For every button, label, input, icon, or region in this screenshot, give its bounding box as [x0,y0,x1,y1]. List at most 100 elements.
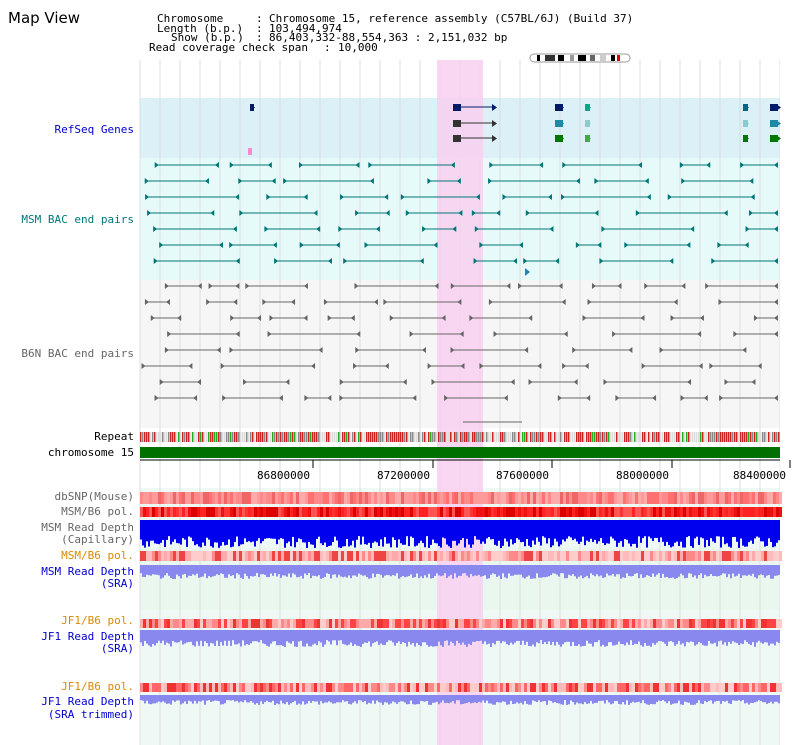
b6n-bac-pair-end[interactable] [216,347,221,353]
msm-bac-pair-end[interactable] [214,162,219,168]
msm-bac-pair-end[interactable] [144,178,149,184]
b6n-bac-pair-end[interactable] [718,299,723,305]
msm-bac-pair-end[interactable] [145,194,150,200]
b6n-bac-pair-end[interactable] [235,331,240,337]
refseq-gene-arrow[interactable] [776,104,781,111]
b6n-bac-pair-end[interactable] [457,299,462,305]
msm-bac-pair-end[interactable] [774,210,778,216]
b6n-bac-pair-end[interactable] [493,331,498,337]
refseq-gene-exon[interactable] [453,120,461,127]
msm-bac-pair-end[interactable] [748,210,753,216]
msm-bac-pair-end[interactable] [299,242,304,248]
msm-bac-pair-end[interactable] [599,258,604,264]
msm-bac-pair-end[interactable] [644,178,649,184]
msm-bac-pair-end[interactable] [153,258,158,264]
b6n-bac-pair-end[interactable] [450,283,455,289]
msm-bac-pair-end[interactable] [313,210,318,216]
b6n-bac-pair-end[interactable] [659,347,664,353]
b6n-bac-pair-end[interactable] [318,347,323,353]
b6n-bac-pair-end[interactable] [557,395,562,401]
b6n-bac-pair-end[interactable] [150,315,155,321]
b6n-bac-pair-end[interactable] [278,395,283,401]
b6n-bac-pair-end[interactable] [154,395,159,401]
msm-bac-pair-end[interactable] [635,210,640,216]
msm-bac-pair-end[interactable] [400,194,405,200]
b6n-bac-pair-end[interactable] [327,315,332,321]
b6n-bac-pair-end[interactable] [582,315,587,321]
b6n-bac-pair-end[interactable] [353,363,358,369]
msm-bac-pair-end[interactable] [475,194,480,200]
msm-bac-pair-end[interactable] [575,178,580,184]
refseq-gene-arrow[interactable] [744,120,749,127]
b6n-bac-pair-end[interactable] [479,363,484,369]
b6n-bac-pair-end[interactable] [640,315,645,321]
b6n-bac-pair-end[interactable] [164,347,169,353]
b6n-bac-pair-end[interactable] [563,331,568,337]
b6n-bac-pair-end[interactable] [164,283,169,289]
b6n-bac-pair-end[interactable] [356,331,361,337]
msm-bac-pair-end[interactable] [774,162,778,168]
b6n-bac-pair-end[interactable] [197,379,202,385]
b6n-bac-pair-end[interactable] [719,395,724,401]
msm-bac-pair-end[interactable] [474,226,479,232]
msm-bac-pair-end[interactable] [502,194,507,200]
b6n-bac-pair-end[interactable] [339,395,344,401]
msm-bac-pair-end[interactable] [355,210,360,216]
msm-bac-pair-end[interactable] [740,162,745,168]
msm-bac-pair-end[interactable] [422,226,427,232]
msm-bac-pair-end[interactable] [219,242,224,248]
msm-bac-pair-end[interactable] [681,178,686,184]
b6n-bac-pair-end[interactable] [459,331,464,337]
refseq-gene-arrow[interactable] [559,120,564,127]
refseq-gene-arrow[interactable] [492,120,497,127]
b6n-bac-pair-end[interactable] [220,363,225,369]
b6n-bac-pair-end[interactable] [572,347,577,353]
msm-bac-pair-end[interactable] [235,258,240,264]
msm-bac-pair-end[interactable] [266,194,271,200]
b6n-bac-pair-end[interactable] [709,363,714,369]
b6n-bac-pair-end[interactable] [412,395,417,401]
msm-bac-pair-end[interactable] [560,194,565,200]
b6n-bac-pair-end[interactable] [687,379,692,385]
b6n-bac-pair-end[interactable] [573,379,578,385]
b6n-bac-pair-end[interactable] [177,315,182,321]
b6n-bac-pair-end[interactable] [323,299,328,305]
b6n-bac-pair-end[interactable] [612,331,617,337]
b6n-bac-pair-end[interactable] [402,379,407,385]
refseq-gene-arrow[interactable] [744,135,749,142]
b6n-bac-pair-end[interactable] [233,299,238,305]
msm-bac-pair-end[interactable] [210,210,215,216]
b6n-bac-pair-end[interactable] [724,379,729,385]
b6n-bac-pair-end[interactable] [673,299,678,305]
b6n-bac-pair-end[interactable] [409,331,414,337]
msm-bac-pair-end[interactable] [667,194,672,200]
msm-bac-pair-end[interactable] [274,258,279,264]
b6n-bac-pair-end[interactable] [141,363,146,369]
b6n-bac-pair-end[interactable] [774,395,778,401]
b6n-bac-pair-end[interactable] [469,315,474,321]
msm-bac-pair-end[interactable] [229,162,234,168]
b6n-bac-pair-end[interactable] [303,283,308,289]
msm-bac-pair-end[interactable] [298,162,303,168]
refseq-gene-exon[interactable] [770,104,778,111]
b6n-bac-pair-end[interactable] [697,331,702,337]
b6n-bac-pair-end[interactable] [681,283,686,289]
refseq-gene-exon[interactable] [453,135,461,142]
refseq-gene-arrow[interactable] [776,120,781,127]
msm-bac-pair-end[interactable] [774,258,778,264]
msm-bac-pair-end[interactable] [327,258,332,264]
b6n-bac-pair-end[interactable] [339,379,344,385]
refseq-gene-arrow[interactable] [559,104,564,111]
b6n-bac-pair-end[interactable] [235,283,240,289]
msm-bac-pair-end[interactable] [419,258,424,264]
msm-bac-pair-end[interactable] [496,210,501,216]
b6n-bac-pair-end[interactable] [373,299,378,305]
msm-bac-pair-end[interactable] [525,268,530,276]
b6n-bac-pair-end[interactable] [699,315,704,321]
b6n-bac-pair-end[interactable] [303,315,308,321]
b6n-bac-pair-end[interactable] [698,363,703,369]
b6n-bac-pair-end[interactable] [757,363,762,369]
b6n-bac-pair-end[interactable] [230,315,235,321]
refseq-gene-arrow[interactable] [586,104,591,111]
msm-bac-pair-end[interactable] [340,194,345,200]
